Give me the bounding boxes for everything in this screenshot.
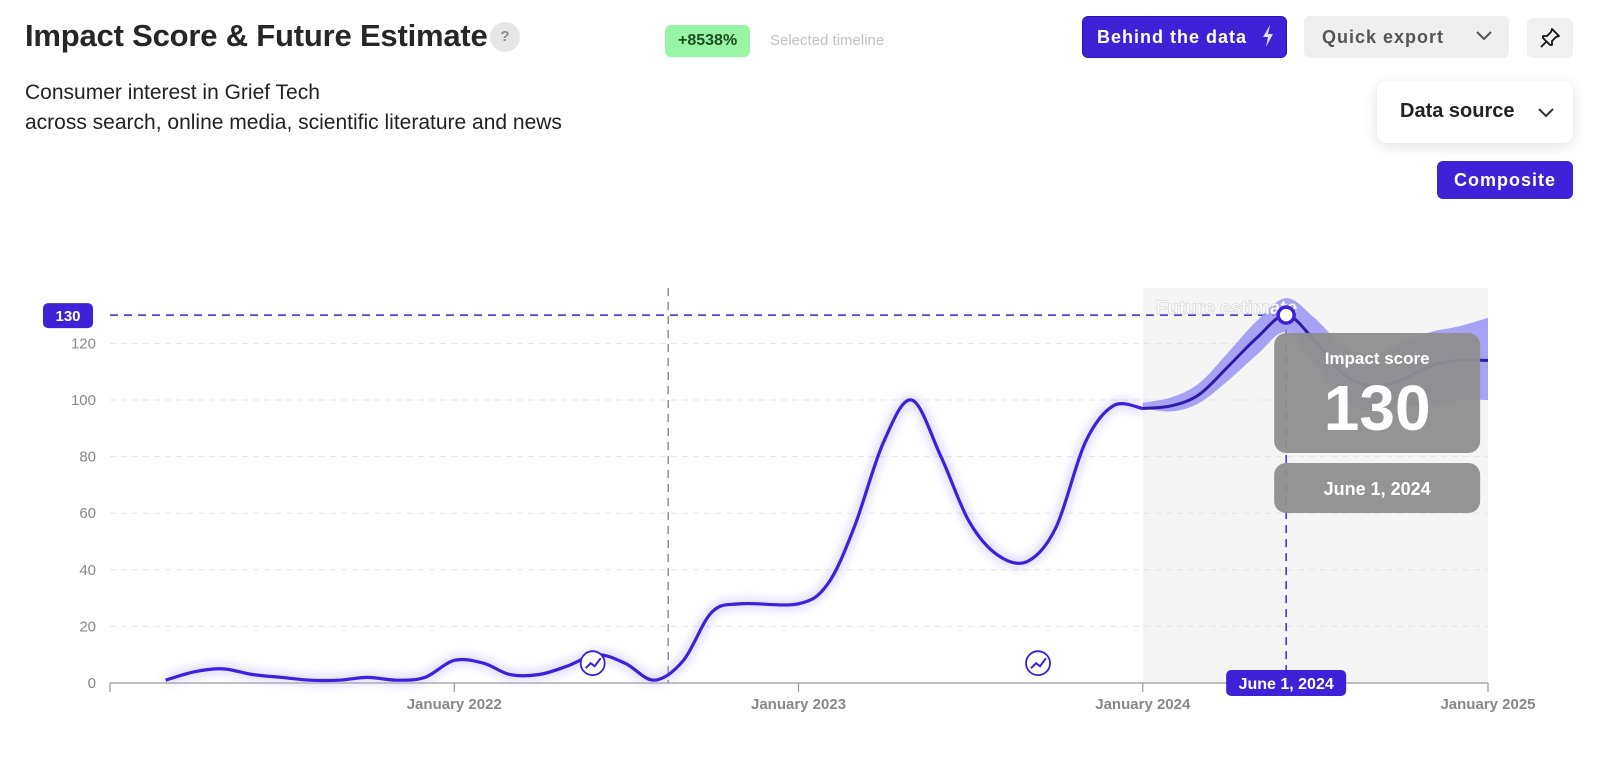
reference-value-pill: [43, 303, 93, 329]
tooltip-label: Impact score: [1325, 349, 1430, 368]
tooltip-date-box: [1274, 463, 1481, 513]
data-source-label: Data source: [1400, 100, 1515, 122]
lightning-bolt-icon: [1263, 25, 1273, 47]
selected-date-axis-label: June 1, 2024: [1239, 676, 1334, 693]
quick-export-label: Quick export: [1322, 27, 1445, 47]
tooltip-score-box: [1274, 333, 1481, 453]
event-markers: [579, 650, 1051, 677]
chart-overlay: Future estimate Impact score 130 June 1, 20…: [43, 298, 1481, 696]
y-tick-label: 20: [79, 618, 96, 635]
reference-value-label: 130: [55, 308, 80, 325]
reference-lines: [110, 288, 1287, 683]
x-tick-label: January 2025: [1440, 696, 1535, 713]
trend-event-circle: [1025, 650, 1051, 677]
subtitle-line-1: Consumer interest in Grief Tech: [25, 81, 320, 104]
behind-the-data-button[interactable]: Behind the data: [1082, 16, 1287, 58]
subtitle-line-2: across search, online media, scientific …: [25, 111, 562, 134]
page-title: Impact Score & Future Estimate: [25, 18, 488, 53]
y-tick-label: 60: [79, 505, 96, 522]
y-tick-label: 80: [79, 449, 96, 466]
pin-icon: [1540, 28, 1560, 48]
y-tick-label: 40: [79, 562, 96, 579]
selected-date-axis-pill: [1226, 670, 1347, 696]
y-tick-label: 100: [71, 392, 96, 409]
data-source-dropdown[interactable]: Data source: [1377, 81, 1573, 143]
trend-event-glyph: [1030, 657, 1047, 669]
trend-event-circle: [579, 650, 606, 677]
chart-subtitle: Consumer interest in Grief Tech across s…: [25, 78, 562, 138]
historical-line-glow: [164, 396, 1144, 685]
tooltip-value: 130: [1324, 372, 1431, 444]
selected-point: [1276, 305, 1296, 325]
trend-event-icon: [579, 650, 606, 677]
trend-event-glyph: [584, 657, 602, 669]
x-tick-label: January 2024: [1095, 696, 1191, 713]
quick-export-dropdown[interactable]: Quick export: [1304, 16, 1509, 58]
pin-button[interactable]: [1527, 18, 1573, 58]
chevron-down-icon: [1538, 108, 1554, 118]
x-tick-label: January 2022: [407, 696, 502, 713]
x-tick-label: January 2023: [751, 696, 846, 713]
y-tick-label: 120: [71, 335, 96, 352]
forecast-region-label: Future estimate: [1156, 298, 1297, 319]
y-tick-label: 0: [88, 675, 96, 692]
growth-badge-label: Selected timeline: [770, 32, 885, 49]
composite-button[interactable]: Composite: [1437, 161, 1573, 199]
tooltip-date: June 1, 2024: [1324, 479, 1431, 499]
chevron-down-icon: [1476, 31, 1492, 41]
growth-badge: +8538%: [665, 25, 751, 57]
question-mark-icon[interactable]: ?: [490, 22, 520, 52]
historical-line: [165, 398, 1144, 683]
trend-event-icon: [1025, 650, 1051, 677]
behind-the-data-label: Behind the data: [1097, 27, 1248, 47]
